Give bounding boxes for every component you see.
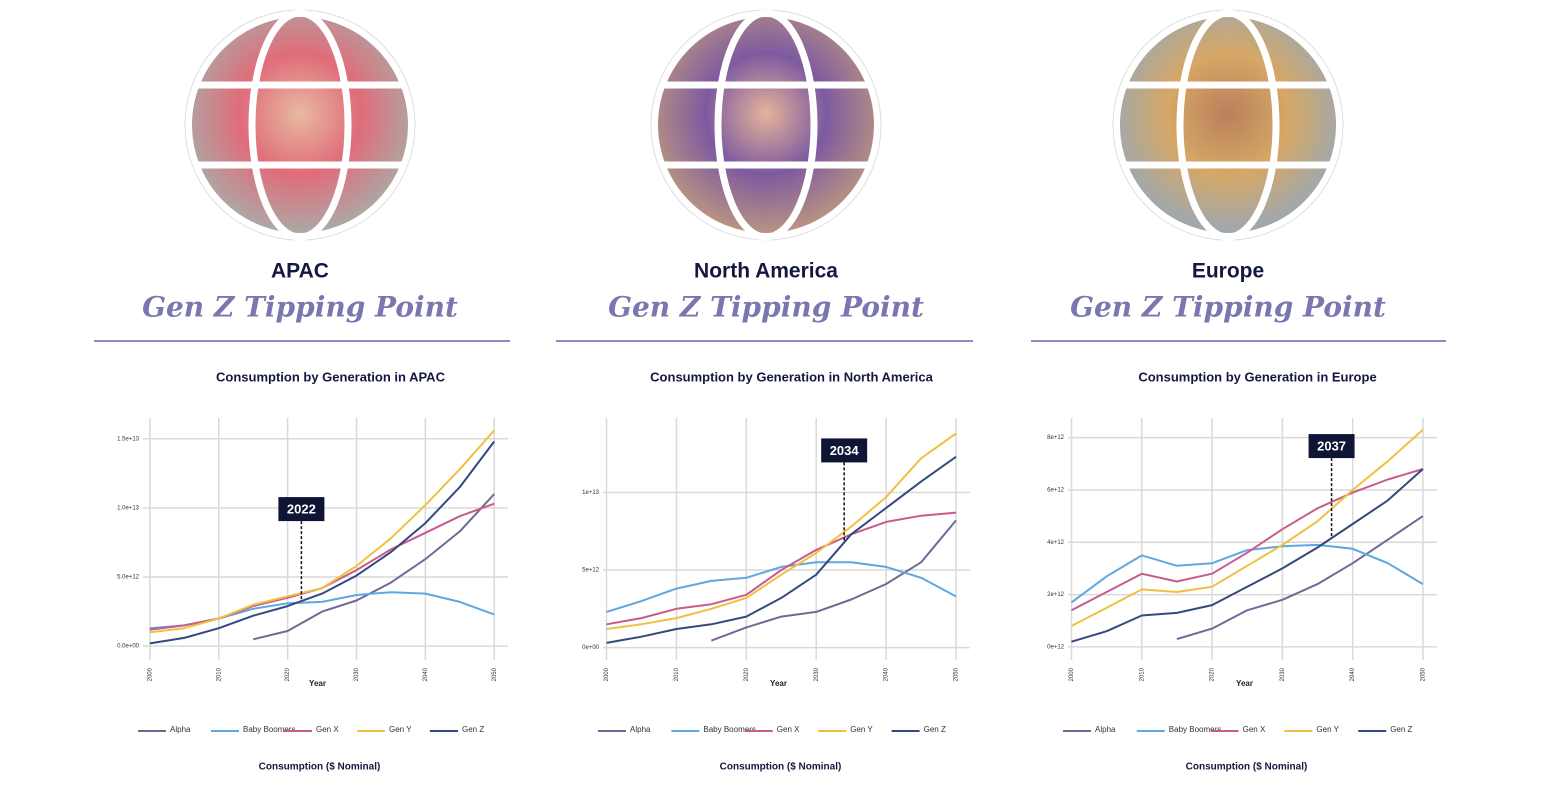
y-axis-label: Consumption ($ Nominal) xyxy=(720,762,842,773)
x-tick-label: 2040 xyxy=(423,667,429,681)
legend-label: Alpha xyxy=(170,725,191,734)
y-tick-label: 6e+12 xyxy=(1047,488,1065,494)
x-tick-label: 2050 xyxy=(1421,667,1427,681)
legend-label: Gen X xyxy=(316,725,339,734)
series-line xyxy=(252,493,495,641)
y-tick-label: 0.0e+00 xyxy=(117,644,140,650)
x-tick-label: 2030 xyxy=(1280,667,1286,681)
chart-title: Consumption by Generation in Europe xyxy=(1138,369,1376,384)
x-tick-label: 2010 xyxy=(1139,667,1145,681)
legend-label: Alpha xyxy=(630,725,651,734)
legend-label: Gen Z xyxy=(462,725,484,734)
tagline: Gen Z Tipping Point xyxy=(1070,291,1386,324)
y-tick-label: 5e+12 xyxy=(582,568,600,574)
series-line xyxy=(606,432,957,630)
plot-area xyxy=(1068,418,1437,660)
x-tick-label: 2040 xyxy=(884,667,890,681)
x-tick-label: 2030 xyxy=(814,667,820,681)
portrait xyxy=(1112,9,1344,241)
x-tick-label: 2010 xyxy=(216,667,222,681)
series-line xyxy=(711,519,957,642)
series-line xyxy=(606,455,957,644)
legend-label: Baby Boomers xyxy=(243,725,295,734)
region-name: North America xyxy=(694,260,838,283)
x-tick-label: 2000 xyxy=(147,667,153,681)
y-tick-label: 1e+13 xyxy=(582,490,600,496)
y-tick-label: 1.5e+13 xyxy=(117,436,140,442)
legend-label: Gen X xyxy=(1243,725,1266,734)
y-tick-label: 0e+12 xyxy=(1047,644,1065,650)
plot-area xyxy=(143,418,508,660)
series-line xyxy=(149,429,495,634)
series-line xyxy=(1071,429,1424,627)
portrait xyxy=(184,9,416,241)
y-tick-label: 5.0e+12 xyxy=(117,575,140,581)
x-tick-label: 2050 xyxy=(492,667,498,681)
legend-label: Gen Y xyxy=(1316,725,1339,734)
series-line xyxy=(1071,468,1424,612)
series-line xyxy=(1070,543,1424,604)
annotation-box xyxy=(1308,434,1355,459)
y-tick-label: 8e+12 xyxy=(1047,435,1065,441)
x-tick-label: 2010 xyxy=(674,667,680,681)
plot-area xyxy=(603,418,970,660)
x-axis-label: Year xyxy=(309,679,326,688)
legend-label: Gen Y xyxy=(389,725,412,734)
y-axis-label: Consumption ($ Nominal) xyxy=(259,762,381,773)
x-tick-label: 2020 xyxy=(744,667,750,681)
tagline: Gen Z Tipping Point xyxy=(142,291,458,324)
y-tick-label: 4e+12 xyxy=(1047,540,1065,546)
legend-label: Gen Z xyxy=(1390,725,1412,734)
annotation-box xyxy=(278,497,325,522)
x-tick-label: 2000 xyxy=(1069,667,1075,681)
y-axis-label: Consumption ($ Nominal) xyxy=(1186,762,1308,773)
annotation-label: 2022 xyxy=(287,502,316,517)
series-line xyxy=(1176,515,1424,641)
x-tick-label: 2050 xyxy=(954,667,960,681)
y-tick-label: 0e+00 xyxy=(582,645,600,651)
portrait xyxy=(650,9,882,241)
chart-title: Consumption by Generation in APAC xyxy=(216,369,446,384)
annotation-label: 2034 xyxy=(830,443,860,458)
x-tick-label: 2040 xyxy=(1350,667,1356,681)
chart-title: Consumption by Generation in North Ameri… xyxy=(650,369,933,384)
y-tick-label: 2e+12 xyxy=(1047,592,1065,598)
legend-label: Baby Boomers xyxy=(703,725,755,734)
legend-label: Alpha xyxy=(1095,725,1116,734)
globe-meridian xyxy=(1176,9,1280,241)
globe-meridian xyxy=(248,9,352,241)
annotation-box xyxy=(821,438,868,463)
legend-label: Baby Boomers xyxy=(1169,725,1221,734)
x-axis-label: Year xyxy=(770,679,787,688)
legend-label: Gen Y xyxy=(850,725,873,734)
y-tick-label: 1.0e+13 xyxy=(117,505,140,511)
series-line xyxy=(149,440,495,645)
x-tick-label: 2020 xyxy=(285,667,291,681)
series-line xyxy=(1071,468,1424,643)
legend-label: Gen Z xyxy=(924,725,946,734)
x-tick-label: 2030 xyxy=(354,667,360,681)
globe-meridian xyxy=(714,9,818,241)
x-tick-label: 2020 xyxy=(1210,667,1216,681)
x-axis-label: Year xyxy=(1236,679,1253,688)
annotation-label: 2037 xyxy=(1317,439,1346,454)
x-tick-label: 2000 xyxy=(604,667,610,681)
series-line xyxy=(606,561,957,613)
tagline: Gen Z Tipping Point xyxy=(608,291,924,324)
legend-label: Gen X xyxy=(777,725,800,734)
series-line xyxy=(606,511,957,626)
region-name: APAC xyxy=(271,260,329,283)
region-name: Europe xyxy=(1192,260,1264,283)
